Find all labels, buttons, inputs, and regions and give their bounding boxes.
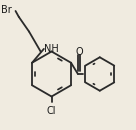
Text: Cl: Cl <box>47 106 56 116</box>
Text: NH: NH <box>44 44 59 54</box>
Text: Br: Br <box>1 5 12 15</box>
Text: O: O <box>75 47 83 57</box>
